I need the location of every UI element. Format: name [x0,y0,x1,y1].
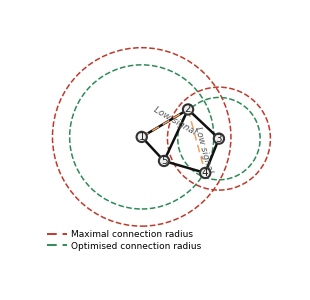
Text: 3: 3 [216,134,222,144]
Text: 1: 1 [138,132,145,142]
Legend: Maximal connection radius, Optimised connection radius: Maximal connection radius, Optimised con… [43,226,205,254]
Text: 4: 4 [202,168,209,178]
Text: Low signal: Low signal [193,126,214,174]
Circle shape [159,156,169,166]
Text: 2: 2 [185,104,191,115]
Circle shape [200,168,210,178]
Circle shape [137,132,147,142]
Circle shape [183,104,193,115]
Circle shape [214,134,224,144]
Text: Low signal: Low signal [152,106,198,137]
Text: 5: 5 [161,156,167,166]
